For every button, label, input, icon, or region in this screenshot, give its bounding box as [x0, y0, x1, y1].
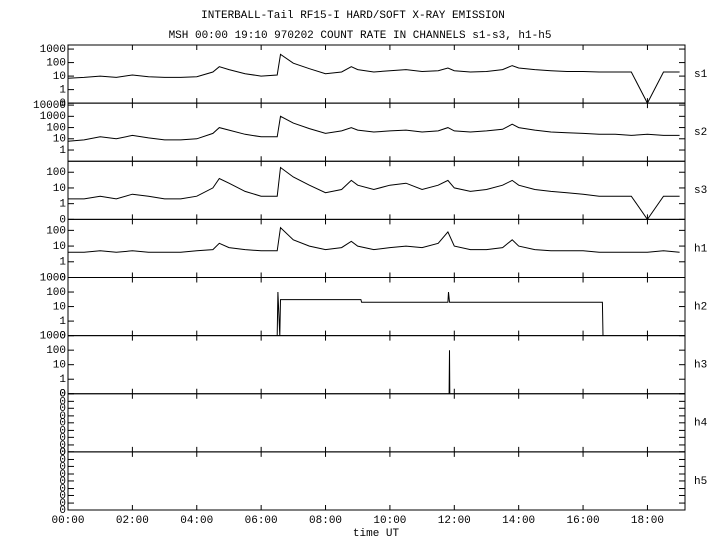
y-tick-label: 0	[59, 425, 66, 437]
y-tick-label: 0	[59, 214, 66, 226]
x-tick-label: 04:00	[180, 515, 213, 527]
y-tick-label: 100	[46, 287, 66, 299]
data-line	[276, 291, 604, 336]
panel-frame	[67, 218, 686, 278]
panel-frame	[67, 160, 686, 220]
y-tick-label: 1	[59, 199, 66, 211]
panel-label: h3	[694, 360, 707, 372]
y-tick-label: 0	[59, 418, 66, 430]
y-tick-label: 10	[53, 360, 66, 372]
y-tick-label: 100	[46, 345, 66, 357]
y-tick-label: 100	[46, 57, 66, 69]
chart-title: INTERBALL-Tail RF15-I HARD/SOFT X-RAY EM…	[201, 10, 505, 22]
data-line	[448, 350, 451, 394]
y-tick-label: 0	[59, 389, 66, 401]
y-tick-label: 1	[59, 374, 66, 386]
panel-label: s1	[694, 69, 708, 81]
y-tick-label: 10	[53, 71, 66, 83]
data-line	[68, 166, 680, 221]
panel-frame	[67, 393, 686, 453]
panel-frame	[67, 335, 686, 395]
y-tick-label: 10	[53, 134, 66, 146]
y-tick-label: 10	[53, 241, 66, 253]
y-tick-label: 0	[59, 498, 66, 510]
x-axis-label: time UT	[353, 528, 400, 540]
y-tick-label: 1000	[40, 331, 66, 343]
y-tick-label: 1	[59, 145, 66, 157]
x-tick-label: 14:00	[502, 515, 535, 527]
y-tick-label: 0	[59, 272, 66, 284]
y-tick-label: 100	[46, 225, 66, 237]
x-tick-label: 10:00	[373, 515, 406, 527]
x-tick-label: 02:00	[116, 515, 149, 527]
y-tick-label: 0	[59, 331, 66, 343]
y-tick-label: 0	[59, 447, 66, 459]
x-tick-label: 08:00	[309, 515, 342, 527]
x-tick-label: 18:00	[631, 515, 664, 527]
y-tick-label: 10	[53, 301, 66, 313]
y-tick-label: 0	[59, 440, 66, 452]
x-tick-label: 12:00	[438, 515, 471, 527]
y-tick-label: 0	[59, 396, 66, 408]
y-tick-label: 0	[59, 454, 66, 466]
y-tick-label: 0	[59, 461, 66, 473]
panel-label: h4	[694, 418, 708, 430]
y-tick-label: 10	[53, 183, 66, 195]
y-tick-label: 1	[59, 257, 66, 269]
x-tick-label: 00:00	[51, 515, 84, 527]
y-tick-label: 1	[59, 85, 66, 97]
y-tick-label: 0	[59, 447, 66, 459]
panel-frame	[67, 451, 686, 511]
y-tick-label: 0	[59, 98, 66, 110]
x-tick-label: 06:00	[245, 515, 278, 527]
y-tick-label: 0	[59, 490, 66, 502]
data-line	[67, 115, 680, 142]
y-tick-label: 0	[59, 389, 66, 401]
panel-label: s2	[694, 127, 707, 139]
panel-label: s3	[694, 185, 707, 197]
panel-frame	[67, 277, 686, 337]
data-line	[67, 53, 680, 105]
panel-frame	[67, 44, 686, 104]
y-tick-label: 100	[46, 167, 66, 179]
y-tick-label: 0	[59, 411, 66, 423]
y-tick-label: 1000	[40, 272, 66, 284]
x-tick-label: 16:00	[567, 515, 600, 527]
y-tick-label: 0	[59, 403, 66, 415]
y-tick-label: 0	[59, 505, 66, 517]
data-line	[68, 226, 680, 253]
y-tick-label: 1000	[40, 44, 66, 56]
y-tick-label: 1000	[40, 111, 66, 123]
y-tick-label: 0	[59, 483, 66, 495]
y-tick-label: 0	[59, 432, 66, 444]
y-tick-label: 0	[59, 469, 66, 481]
y-tick-label: 1	[59, 316, 66, 328]
y-tick-label: 10000	[33, 100, 66, 112]
y-tick-label: 100	[46, 122, 66, 134]
panel-label: h2	[694, 301, 707, 313]
panel-label: h5	[694, 476, 707, 488]
chart-subtitle: MSH 00:00 19:10 970202 COUNT RATE IN CHA…	[169, 30, 552, 42]
panel-label: h1	[694, 243, 708, 255]
y-tick-label: 0	[59, 476, 66, 488]
